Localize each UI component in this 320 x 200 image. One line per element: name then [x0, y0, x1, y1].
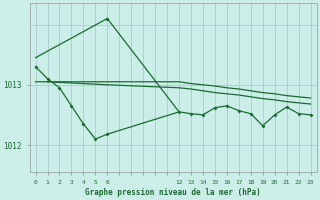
- X-axis label: Graphe pression niveau de la mer (hPa): Graphe pression niveau de la mer (hPa): [85, 188, 261, 197]
